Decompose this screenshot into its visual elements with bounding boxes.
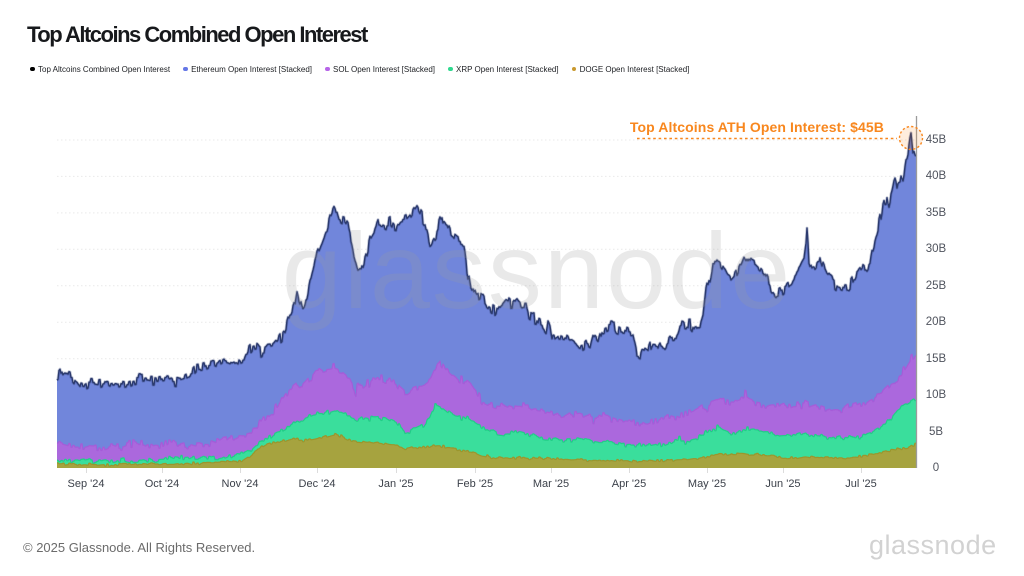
svg-text:glassnode: glassnode — [282, 210, 792, 331]
